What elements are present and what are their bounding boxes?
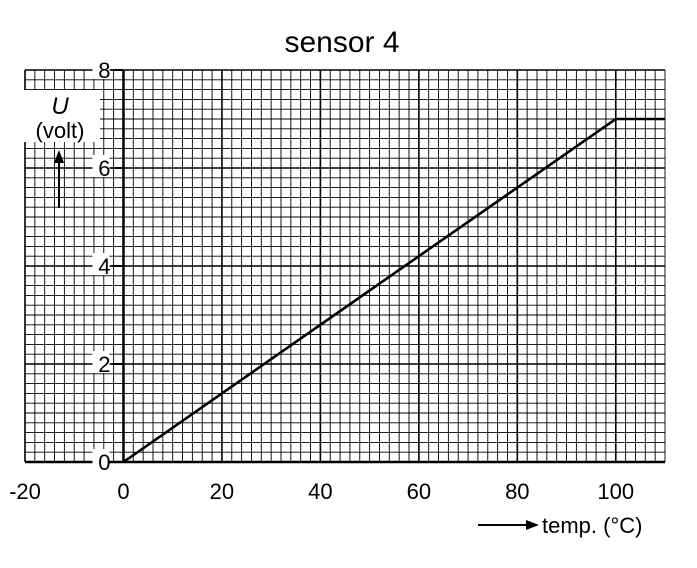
y-axis-unit: (volt) [36, 118, 85, 143]
grid [24, 69, 666, 463]
x-tick-label: -20 [9, 479, 41, 504]
y-axis-arrow-icon [54, 150, 64, 208]
y-tick-label-background [92, 351, 110, 373]
axes [25, 69, 665, 464]
y-tick-label-background [92, 57, 110, 79]
x-axis-label: temp. (°C) [542, 513, 642, 538]
y-tick-label: 6 [98, 156, 110, 181]
chart-title: sensor 4 [284, 26, 399, 59]
y-tick-label-background [92, 155, 110, 177]
x-tick-label: 80 [505, 479, 529, 504]
y-tick-label: 0 [98, 450, 110, 475]
x-tick-label: 40 [308, 479, 332, 504]
y-label-background [20, 90, 100, 142]
x-tick-label: 60 [407, 479, 431, 504]
y-tick-label: 4 [98, 254, 110, 279]
tick-labels: -20 0 20 40 60 80 100 0 2 4 6 8 [9, 57, 634, 504]
series-layer [122, 117, 665, 464]
y-tick-label-background [92, 449, 110, 471]
y-tick-label-background [92, 253, 110, 275]
y-tick-label: 2 [98, 352, 110, 377]
series-line [122, 117, 665, 464]
x-tick-label: 100 [597, 479, 634, 504]
y-tick-label: 8 [98, 58, 110, 83]
x-axis-arrow-icon [478, 520, 539, 530]
x-tick-label: 0 [117, 479, 129, 504]
x-tick-label: 20 [210, 479, 234, 504]
y-axis-symbol: U [51, 93, 69, 120]
